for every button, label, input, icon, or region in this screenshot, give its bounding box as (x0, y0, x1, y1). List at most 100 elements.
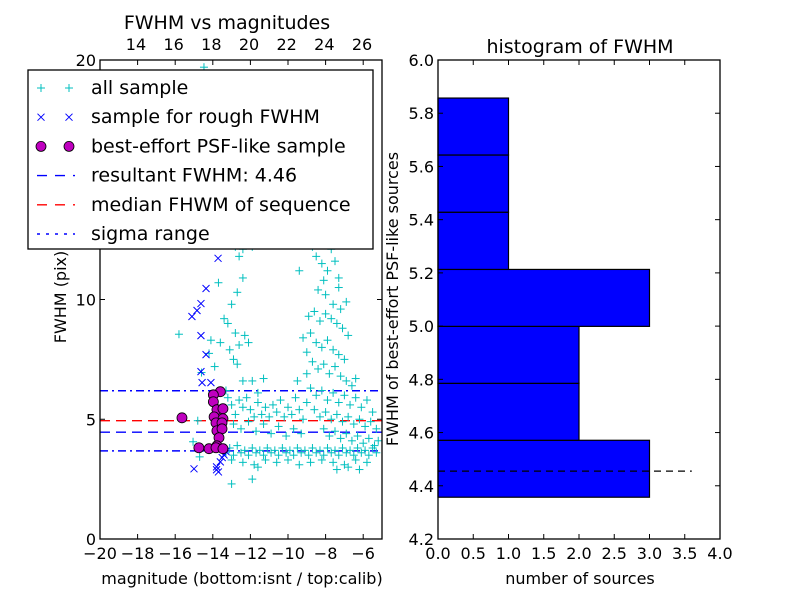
all-sample-point (259, 420, 268, 429)
all-sample-point (278, 443, 287, 452)
histogram-y-ticks: 4.2 4.4 4.6 4.8 5.0 5.2 5.4 5.6 5.8 6.0 (409, 51, 720, 549)
rough-fwhm-point (188, 312, 196, 321)
legend-box (27, 69, 374, 250)
all-sample-point (340, 355, 349, 364)
histogram-bar (437, 211, 510, 271)
histogram-x-tick-label: 1.0 (496, 544, 521, 563)
all-sample-point (276, 396, 285, 405)
all-sample-point (334, 398, 343, 407)
all-sample-point (329, 300, 338, 309)
all-sample-point (229, 420, 238, 429)
legend-entry: best-effort PSF-like sample (35, 135, 346, 157)
all-sample-point (362, 458, 371, 467)
all-sample-point (314, 364, 323, 373)
rough-fwhm-point (193, 306, 201, 315)
all-sample-point (334, 350, 343, 359)
all-sample-point (317, 259, 326, 268)
histogram-y-tick-label: 4.8 (409, 370, 434, 389)
all-sample-point (353, 443, 362, 452)
all-sample-point (331, 427, 339, 436)
all-sample-point (285, 446, 294, 455)
all-sample-point (336, 434, 345, 443)
histogram-y-tick-label: 4.4 (409, 477, 434, 496)
all-sample-point (310, 307, 319, 316)
all-sample-point (329, 345, 338, 354)
scatter-x-tick-label: −20 (83, 544, 117, 563)
histogram-y-tick-label: 4.2 (409, 530, 434, 549)
all-sample-point (229, 451, 238, 460)
psf-like-point (193, 442, 205, 454)
all-sample-point (248, 443, 257, 452)
histogram-x-tick-label: 2.5 (602, 544, 627, 563)
all-sample-point (223, 319, 232, 328)
histogram-x-tick-label: 1.5 (531, 544, 556, 563)
scatter-plot-title: FWHM vs magnitudes (124, 12, 330, 34)
all-sample-point (295, 266, 304, 275)
all-sample-point (312, 252, 321, 261)
all-sample-point (340, 391, 349, 400)
scatter-x-tick-label: −16 (158, 544, 192, 563)
all-sample-point (332, 410, 341, 419)
all-sample-point (315, 446, 324, 455)
histogram-plot: 0.0 0.5 1.0 1.5 2.0 2.5 3.0 3.5 4.0 4.2 4.4 4.6 4.8… (383, 36, 733, 588)
all-sample-point (250, 412, 259, 421)
all-sample-point (287, 410, 296, 419)
legend-label: median FHWM of sequence (91, 194, 351, 216)
all-sample-point (317, 343, 326, 352)
all-sample-point (272, 408, 281, 417)
all-sample-point (229, 355, 238, 364)
histogram-y-tick-label: 5.0 (409, 317, 434, 336)
all-sample-point (319, 360, 328, 369)
all-sample-point (259, 451, 268, 460)
legend-entry: resultant FWHM: 4.46 (37, 165, 297, 187)
all-sample-point (338, 443, 347, 452)
all-sample-point (227, 479, 236, 488)
all-sample-point (297, 429, 306, 438)
legend-entry: sigma range (37, 223, 210, 245)
all-sample-point (334, 273, 343, 282)
legend-entry: median FHWM of sequence (37, 194, 351, 216)
all-sample-point (268, 400, 277, 409)
psf-like-point (217, 443, 229, 455)
scatter-top-tick-label: 18 (201, 35, 221, 54)
all-sample-point (174, 330, 183, 339)
scatter-top-ticks: 14 16 18 20 22 24 26 (126, 35, 372, 54)
scatter-x-ticks: −20 −18 −16 −14 −12 −10 −8 −6 (83, 60, 375, 563)
histogram-y-tick-label: 5.2 (409, 264, 434, 283)
histogram-bar (437, 154, 510, 213)
scatter-y-tick-label: 0 (86, 530, 96, 549)
all-sample-point (240, 331, 249, 340)
all-sample-point (325, 432, 334, 441)
all-sample-point (361, 446, 370, 455)
all-sample-point (282, 432, 291, 441)
all-sample-point (253, 398, 262, 407)
histogram-bar (437, 382, 580, 441)
all-sample-point (359, 439, 368, 448)
all-sample-point (238, 376, 247, 385)
all-sample-point (317, 455, 326, 464)
all-sample-point (210, 362, 219, 371)
all-sample-point (321, 309, 330, 318)
all-sample-point (342, 297, 351, 306)
all-sample-point (351, 393, 360, 402)
all-sample-point (259, 374, 268, 383)
scatter-top-tick-label: 24 (314, 35, 334, 54)
all-sample-point (293, 376, 302, 385)
all-sample-point (344, 412, 353, 421)
all-sample-point (302, 398, 311, 407)
all-sample-point (227, 400, 236, 409)
all-sample-point (319, 276, 328, 285)
scatter-top-tick-label: 26 (352, 35, 372, 54)
histogram-x-tick-label: 4.0 (707, 544, 732, 563)
all-sample-point (331, 257, 339, 266)
all-sample-point (227, 300, 236, 309)
all-sample-point (366, 417, 375, 426)
all-sample-point (295, 460, 304, 469)
scatter-y-axis-label: FWHM (pix) (51, 251, 70, 344)
all-sample-point (312, 391, 321, 400)
all-sample-point (362, 396, 371, 405)
all-sample-point (257, 410, 266, 419)
all-sample-point (216, 338, 225, 347)
all-sample-point (240, 446, 249, 455)
